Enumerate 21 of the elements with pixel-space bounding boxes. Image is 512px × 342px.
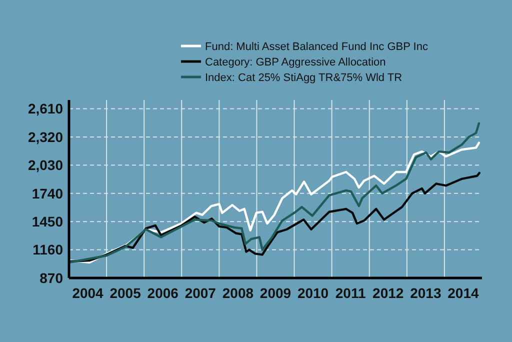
y-tick-label: 1160 bbox=[32, 242, 64, 258]
x-tick-label: 2011 bbox=[335, 285, 366, 301]
x-tick-label: 2009 bbox=[260, 285, 292, 301]
x-tick-label: 2005 bbox=[110, 285, 142, 301]
x-tick-label: 2004 bbox=[72, 285, 104, 301]
y-tick-label: 2,030 bbox=[28, 157, 64, 174]
x-tick-label: 2008 bbox=[222, 285, 254, 301]
y-tick-label: 2,320 bbox=[28, 128, 64, 145]
legend-label: Fund: Multi Asset Balanced Fund Inc GBP Inc bbox=[205, 40, 428, 53]
x-tick-label: 2012 bbox=[372, 285, 404, 301]
y-tick-label: 1450 bbox=[32, 213, 64, 230]
y-tick-label: 2,610 bbox=[28, 100, 64, 117]
x-tick-label: 2006 bbox=[147, 285, 179, 301]
x-tick-label: 2010 bbox=[297, 285, 329, 301]
x-tick-label: 2007 bbox=[184, 285, 216, 301]
x-tick-label: 2014 bbox=[448, 285, 480, 301]
legend-label: Index: Cat 25% StiAgg TR&75% Wld TR bbox=[205, 72, 402, 84]
y-tick-label: 870 bbox=[40, 270, 64, 286]
y-tick-label: 1740 bbox=[32, 185, 64, 202]
x-tick-label: 2013 bbox=[410, 285, 442, 301]
legend-label: Category: GBP Aggressive Allocation bbox=[205, 56, 386, 68]
